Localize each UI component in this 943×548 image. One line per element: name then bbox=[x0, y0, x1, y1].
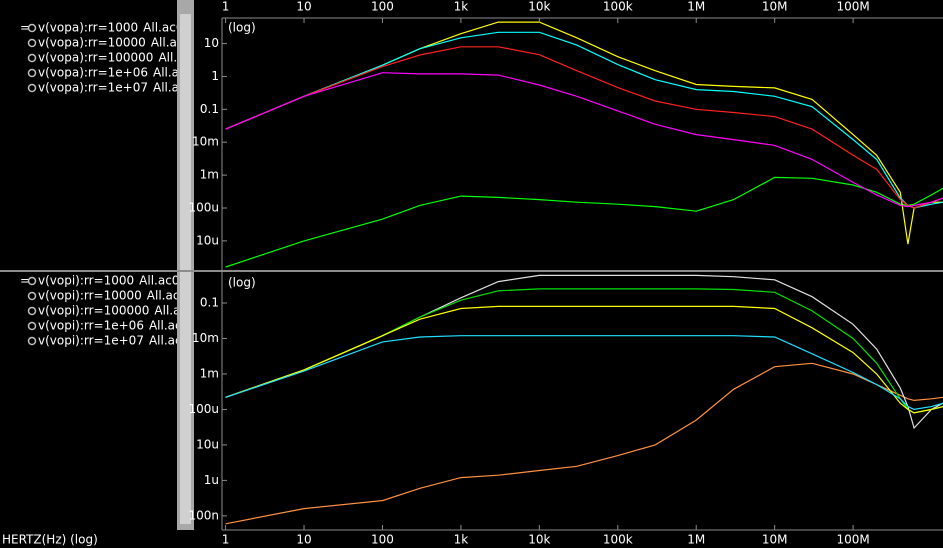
y-tick-label: 10 bbox=[204, 36, 219, 50]
legend-run: All.ac0 bbox=[153, 81, 193, 95]
y-axis-label: (log) bbox=[228, 276, 256, 290]
x-tick-label: 10 bbox=[296, 0, 311, 14]
plot-area: (log) (log) bbox=[225, 21, 943, 525]
x-tick-label: 10 bbox=[296, 533, 311, 547]
series-line bbox=[225, 362, 943, 525]
legend-entry: v(vopi):rr=100000 bbox=[38, 304, 149, 318]
x-tick-label: 100 bbox=[371, 0, 394, 14]
y-tick-label: 1u bbox=[204, 473, 219, 487]
x-tick-label: 1 bbox=[222, 0, 230, 14]
x-tick-label: 10M bbox=[762, 0, 788, 14]
x-tick-label: 100k bbox=[603, 533, 633, 547]
legend-marker bbox=[27, 53, 37, 63]
y-tick-label: 100u bbox=[188, 200, 219, 214]
y-tick-label: 0.1 bbox=[200, 295, 219, 309]
legend-entry: v(vopa):rr=10000 bbox=[38, 36, 146, 50]
x-tick-label: 1M bbox=[687, 0, 705, 14]
legend-marker bbox=[27, 83, 37, 93]
legend-run: All.ac0 bbox=[149, 334, 189, 348]
series-line bbox=[225, 335, 943, 411]
y-tick-label: 1m bbox=[200, 168, 219, 182]
legend-entry: v(vopa):rr=1e+07 bbox=[38, 81, 148, 95]
y-tick-label: 10m bbox=[192, 135, 219, 149]
legend-entry: v(vopi):rr=1000 bbox=[38, 274, 134, 288]
series-line bbox=[225, 21, 943, 245]
x-tick-label: 100 bbox=[371, 533, 394, 547]
legend-run: All.ac0 bbox=[149, 319, 189, 333]
legend-marker bbox=[27, 38, 37, 48]
scrollbar-thumb[interactable] bbox=[180, 14, 191, 524]
legend-run: All.ac0 bbox=[139, 274, 179, 288]
y-tick-label: 1 bbox=[211, 69, 219, 83]
x-tick-label: 1k bbox=[454, 533, 469, 547]
series-line bbox=[225, 46, 943, 209]
legend-run: All.ac0 bbox=[154, 304, 194, 318]
legend-run: All.ac0 bbox=[151, 36, 191, 50]
legend-entry: v(vopi):rr=1e+06 bbox=[38, 319, 144, 333]
legend-run: All.ac0 bbox=[158, 51, 198, 65]
legend-marker bbox=[27, 321, 37, 331]
legend-glyph: = bbox=[20, 274, 30, 288]
series-line bbox=[225, 288, 943, 414]
series-line bbox=[225, 305, 943, 414]
legend-marker bbox=[27, 291, 37, 301]
legend-entry: v(vopi):rr=10000 bbox=[38, 289, 142, 303]
legend-glyph: = bbox=[20, 21, 30, 35]
legend-marker bbox=[27, 68, 37, 78]
y-tick-label: 0.1 bbox=[200, 102, 219, 116]
x-tick-label: 1 bbox=[222, 533, 230, 547]
legend-run: All.ac0 bbox=[143, 21, 183, 35]
y-tick-label: 10m bbox=[192, 331, 219, 345]
x-tick-label: 100M bbox=[836, 0, 869, 14]
y-tick-label: 100u bbox=[188, 402, 219, 416]
y-axis-label: (log) bbox=[228, 21, 256, 35]
legend-entry: v(vopi):rr=1e+07 bbox=[38, 334, 144, 348]
series-line bbox=[225, 72, 943, 208]
series-line bbox=[225, 176, 943, 268]
x-tick-label: 100M bbox=[836, 533, 869, 547]
x-axis-label: HERTZ(Hz) (log) bbox=[2, 533, 98, 547]
y-tick-label: 1m bbox=[200, 366, 219, 380]
legend-run: All.ac0 bbox=[153, 66, 193, 80]
legend-marker bbox=[27, 276, 37, 286]
legend-marker bbox=[27, 336, 37, 346]
y-tick-label: 100n bbox=[188, 508, 219, 522]
series-line bbox=[225, 274, 943, 430]
x-tick-label: 10k bbox=[528, 0, 550, 14]
x-tick-label: 100k bbox=[603, 0, 633, 14]
x-tick-label: 10M bbox=[762, 533, 788, 547]
legend-entry: v(vopa):rr=1000 bbox=[38, 21, 138, 35]
x-tick-label: 1k bbox=[454, 0, 469, 14]
legend-run: All.ac0 bbox=[147, 289, 187, 303]
legend-marker bbox=[27, 23, 37, 33]
legend-marker bbox=[27, 306, 37, 316]
y-tick-label: 10u bbox=[196, 437, 219, 451]
x-tick-label: 1M bbox=[687, 533, 705, 547]
legend-entry: v(vopa):rr=100000 bbox=[38, 51, 153, 65]
x-tick-label: 10k bbox=[528, 533, 550, 547]
legend-entry: v(vopa):rr=1e+06 bbox=[38, 66, 148, 80]
y-tick-label: 10u bbox=[196, 233, 219, 247]
